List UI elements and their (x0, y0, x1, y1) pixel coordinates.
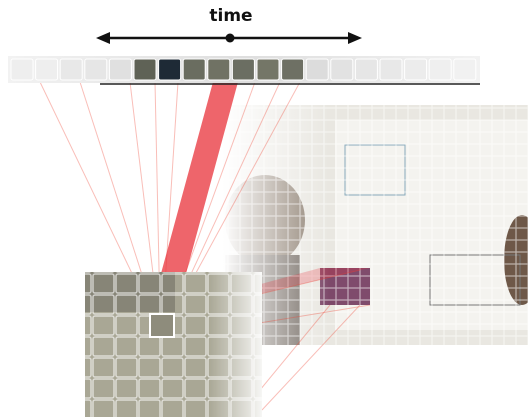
frame-cell (282, 59, 304, 80)
time-label: time (209, 6, 252, 26)
frame-cell (355, 59, 377, 80)
frame-cell (208, 59, 230, 80)
figure: time (0, 0, 528, 417)
frame-cell (380, 59, 402, 80)
frame-cell (257, 59, 279, 80)
frame-cell (134, 59, 156, 80)
frame-cell (331, 59, 353, 80)
frame-cell (306, 59, 328, 80)
frame-cell (36, 59, 58, 80)
frame-cell (429, 59, 451, 80)
frame-cell (232, 59, 254, 80)
frame-cell (183, 59, 205, 80)
frame-cell (405, 59, 427, 80)
frame-cell (109, 59, 131, 80)
frame-cell (159, 59, 181, 80)
frame-cell (85, 59, 107, 80)
frame-cell (11, 59, 33, 80)
frame-strip (8, 56, 480, 84)
frame-cell (60, 59, 82, 80)
small-frame (85, 272, 262, 417)
time-arrow (96, 32, 362, 44)
frame-cell (454, 59, 476, 80)
